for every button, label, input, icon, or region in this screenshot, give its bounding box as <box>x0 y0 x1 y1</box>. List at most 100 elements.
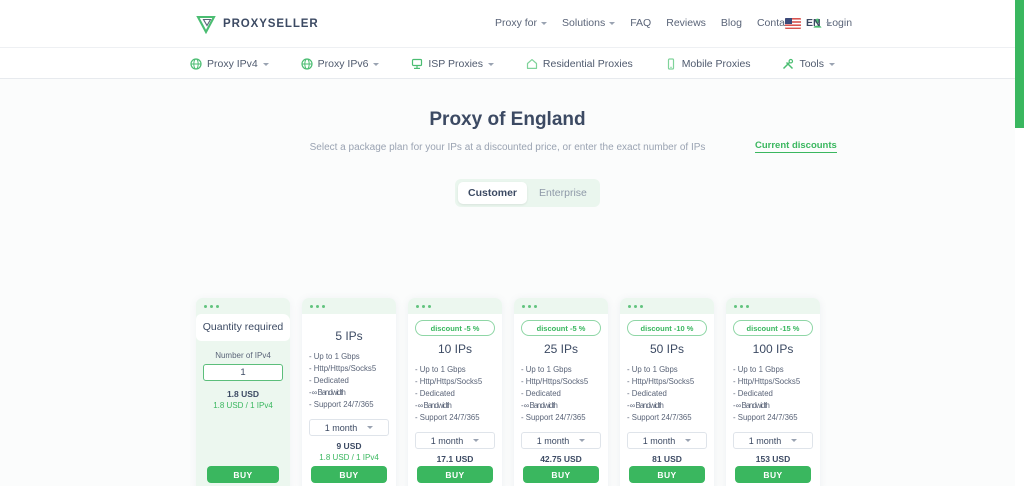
nav-label: Blog <box>720 17 742 29</box>
us-flag-icon <box>785 17 801 29</box>
nav-item-faq[interactable]: FAQ <box>630 17 651 29</box>
feature-item: - Up to 1 Gbps <box>415 365 466 374</box>
quantity-required-header: Quantity required <box>196 314 290 341</box>
buy-button[interactable]: BUY <box>207 466 279 483</box>
subnav-item-proxy-ipv4[interactable]: Proxy IPv4 <box>190 58 269 70</box>
dot-icon <box>204 304 207 308</box>
chevron-down-icon <box>541 22 548 25</box>
dot-icon <box>316 304 319 308</box>
nav-item-proxy-for[interactable]: Proxy for <box>495 17 548 29</box>
subnav-item-isp-proxies[interactable]: ISP Proxies <box>411 58 495 70</box>
mobile-icon <box>667 57 674 70</box>
discount-badge: discount -5 % <box>521 320 601 336</box>
feature-item: - ∞ Bandwidth <box>627 401 664 411</box>
buy-button[interactable]: BUY <box>735 466 811 483</box>
price-total: 153 USD <box>755 454 791 465</box>
feature-item: - Support 24/7/365 <box>521 413 586 423</box>
subnav-label: Tools <box>799 57 824 70</box>
nav-label: FAQ <box>630 17 652 29</box>
subnav-item-proxy-ipv6[interactable]: Proxy IPv6 <box>301 58 380 70</box>
language-code: EN <box>806 17 821 29</box>
logo[interactable]: PROXYSELLER <box>196 14 319 35</box>
discount-badge: discount -15 % <box>733 320 813 336</box>
customer-enterprise-toggle: Customer Enterprise <box>455 179 600 207</box>
plan-title: 100 IPs <box>752 342 794 356</box>
dot-icon <box>416 304 419 308</box>
feature-item: - Http/Https/Socks5 <box>627 377 695 387</box>
period-select[interactable]: 1 month <box>627 432 707 450</box>
card-strip <box>196 298 290 314</box>
user-icon <box>813 18 822 28</box>
nav-item-reviews[interactable]: Reviews <box>666 17 706 29</box>
dot-icon <box>210 304 213 308</box>
card-strip <box>408 298 502 314</box>
buy-button[interactable]: BUY <box>417 466 493 483</box>
card-body: discount -10 % 50 IPs - Up to 1 Gbps - H… <box>620 314 714 486</box>
subnav-item-mobile-proxies[interactable]: Mobile Proxies <box>665 58 751 70</box>
dot-icon <box>734 304 737 308</box>
feature-item: - ∞ Bandwidth <box>415 401 452 411</box>
page-scrollbar-track[interactable] <box>1015 0 1024 486</box>
period-select[interactable]: 1 month <box>521 432 601 450</box>
nav-item-blog[interactable]: Blog <box>721 17 742 29</box>
tab-customer[interactable]: Customer <box>458 182 528 204</box>
subnav-label: Mobile Proxies <box>681 57 751 70</box>
card-body: discount -5 % 10 IPs - Up to 1 Gbps - Ht… <box>408 314 502 486</box>
period-select[interactable]: 1 month <box>733 432 813 450</box>
feature-list: - Up to 1 Gbps - Http/Https/Socks5 - Ded… <box>521 364 601 424</box>
nav-item-solutions[interactable]: Solutions <box>562 17 616 29</box>
discount-badge: discount -10 % <box>627 320 707 336</box>
chevron-down-icon <box>473 439 480 443</box>
feature-list: - Up to 1 Gbps - Http/Https/Socks5 - Ded… <box>309 351 389 411</box>
period-value: 1 month <box>748 435 782 446</box>
feature-item: - Http/Https/Socks5 <box>309 364 377 374</box>
dot-icon <box>628 304 631 308</box>
buy-button[interactable]: BUY <box>523 466 599 483</box>
feature-item: - ∞ Bandwidth <box>309 388 346 398</box>
feature-item: - ∞ Bandwidth <box>521 401 558 411</box>
buy-button[interactable]: BUY <box>629 466 705 483</box>
server-icon <box>412 58 423 69</box>
feature-item: - Support 24/7/365 <box>309 400 374 410</box>
plan-title: 50 IPs <box>649 342 685 356</box>
globe-icon <box>190 57 202 70</box>
card-strip <box>514 298 608 314</box>
card-strip <box>620 298 714 314</box>
current-discounts-link[interactable]: Current discounts <box>755 140 837 153</box>
feature-item: - Http/Https/Socks5 <box>415 377 483 387</box>
dot-icon <box>422 304 425 308</box>
price-total: 17.1 USD <box>436 454 474 465</box>
card-strip <box>302 298 396 314</box>
feature-item: - Up to 1 Gbps <box>627 365 678 374</box>
period-select[interactable]: 1 month <box>309 419 389 437</box>
buy-button[interactable]: BUY <box>311 466 387 483</box>
price-total: 1.8 USD <box>226 389 260 399</box>
period-select[interactable]: 1 month <box>415 432 495 450</box>
price-total: 81 USD <box>652 454 682 465</box>
page-scrollbar-thumb[interactable] <box>1015 0 1024 128</box>
price-per-unit: 1.8 USD / 1 IPv4 <box>213 401 273 410</box>
chevron-down-icon <box>685 439 692 443</box>
wrench-icon <box>783 58 794 69</box>
plan-title: 5 IPs <box>335 329 363 343</box>
nav-label: Solutions <box>562 17 606 29</box>
logo-text: PROXYSELLER <box>223 18 319 30</box>
page-subtitle: Select a package plan for your IPs at a … <box>309 142 706 153</box>
secondary-nav: Proxy IPv4 Proxy IPv6 ISP Proxies <box>0 47 1024 79</box>
dot-icon <box>310 304 313 308</box>
subnav-item-tools[interactable]: Tools <box>782 58 835 70</box>
period-value: 1 month <box>430 435 464 446</box>
nav-label: Reviews <box>666 17 706 29</box>
language-selector[interactable]: EN <box>785 17 832 29</box>
feature-item: - ∞ Bandwidth <box>733 401 770 411</box>
subnav-item-residential-proxies[interactable]: Residential Proxies <box>526 58 633 70</box>
tab-enterprise[interactable]: Enterprise <box>539 187 587 199</box>
login-button[interactable]: Login <box>813 17 852 29</box>
quantity-input[interactable] <box>203 364 283 381</box>
feature-item: - Http/Https/Socks5 <box>733 377 801 387</box>
dot-icon <box>322 304 325 308</box>
plan-title: 10 IPs <box>437 342 473 356</box>
feature-list: - Up to 1 Gbps - Http/Https/Socks5 - Ded… <box>415 364 495 424</box>
dot-icon <box>746 304 749 308</box>
card-body: Quantity required Number of IPv4 1.8 USD… <box>196 314 290 486</box>
